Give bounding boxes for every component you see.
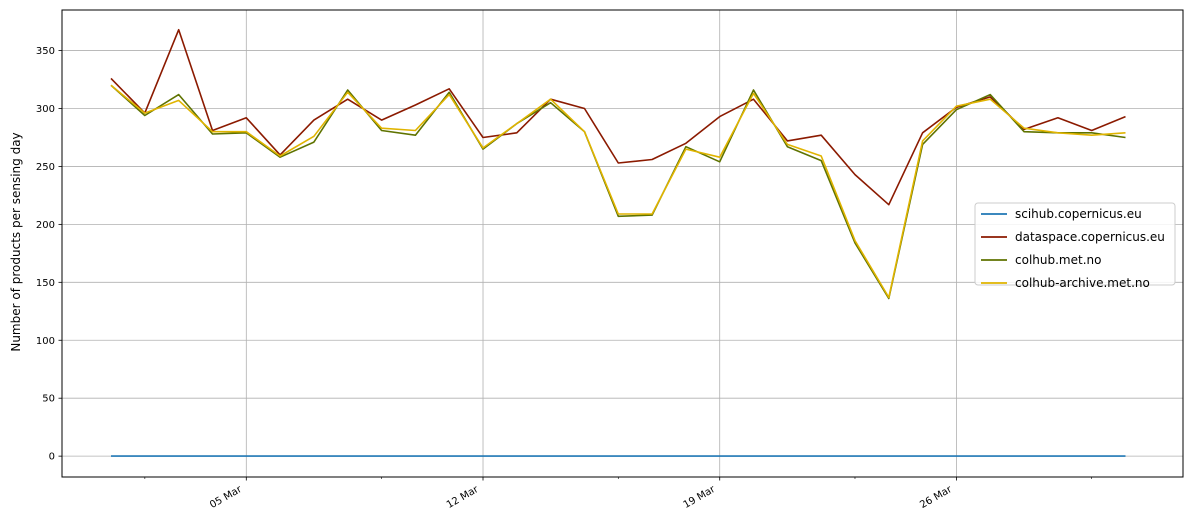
- legend-entry: scihub.copernicus.eu: [1015, 207, 1142, 221]
- y-axis-ticks: 0 50 100 150 200 250 300 350: [36, 46, 62, 463]
- y-tick-label: 50: [42, 394, 55, 405]
- y-tick-label: 250: [36, 162, 55, 173]
- y-tick-label: 200: [36, 220, 55, 231]
- x-tick-label: 26 Mar: [918, 484, 954, 511]
- y-tick-label: 300: [36, 104, 55, 115]
- series-lines: [110, 28, 1126, 457]
- y-tick-label: 350: [36, 46, 55, 57]
- plot-frame: [61, 9, 1184, 478]
- x-axis-ticks: 05 Mar 12 Mar 19 Mar 26 Mar: [144, 477, 1092, 511]
- legend-entry: colhub.met.no: [1015, 253, 1101, 267]
- x-tick-label: 05 Mar: [208, 484, 244, 511]
- legend-box: [974, 202, 1176, 286]
- legend: scihub.copernicus.eu dataspace.copernicus…: [974, 202, 1176, 290]
- y-tick-label: 150: [36, 278, 55, 289]
- series-line-1: [110, 28, 1126, 206]
- x-tick-label: 19 Mar: [682, 484, 718, 511]
- grid-lines: [62, 10, 1183, 477]
- legend-entry: colhub-archive.met.no: [1015, 276, 1150, 290]
- legend-entry: dataspace.copernicus.eu: [1015, 230, 1165, 244]
- y-tick-label: 100: [36, 336, 55, 347]
- y-tick-label: 0: [49, 452, 55, 463]
- y-axis-label: Number of products per sensing day: [9, 132, 23, 351]
- series-line-2: [110, 84, 1126, 300]
- x-tick-label: 12 Mar: [445, 484, 481, 511]
- series-line-3: [110, 84, 1126, 299]
